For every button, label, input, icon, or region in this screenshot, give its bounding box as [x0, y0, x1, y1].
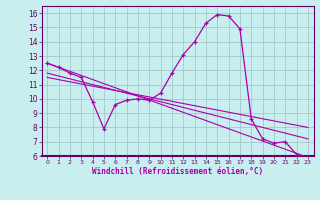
X-axis label: Windchill (Refroidissement éolien,°C): Windchill (Refroidissement éolien,°C)	[92, 167, 263, 176]
